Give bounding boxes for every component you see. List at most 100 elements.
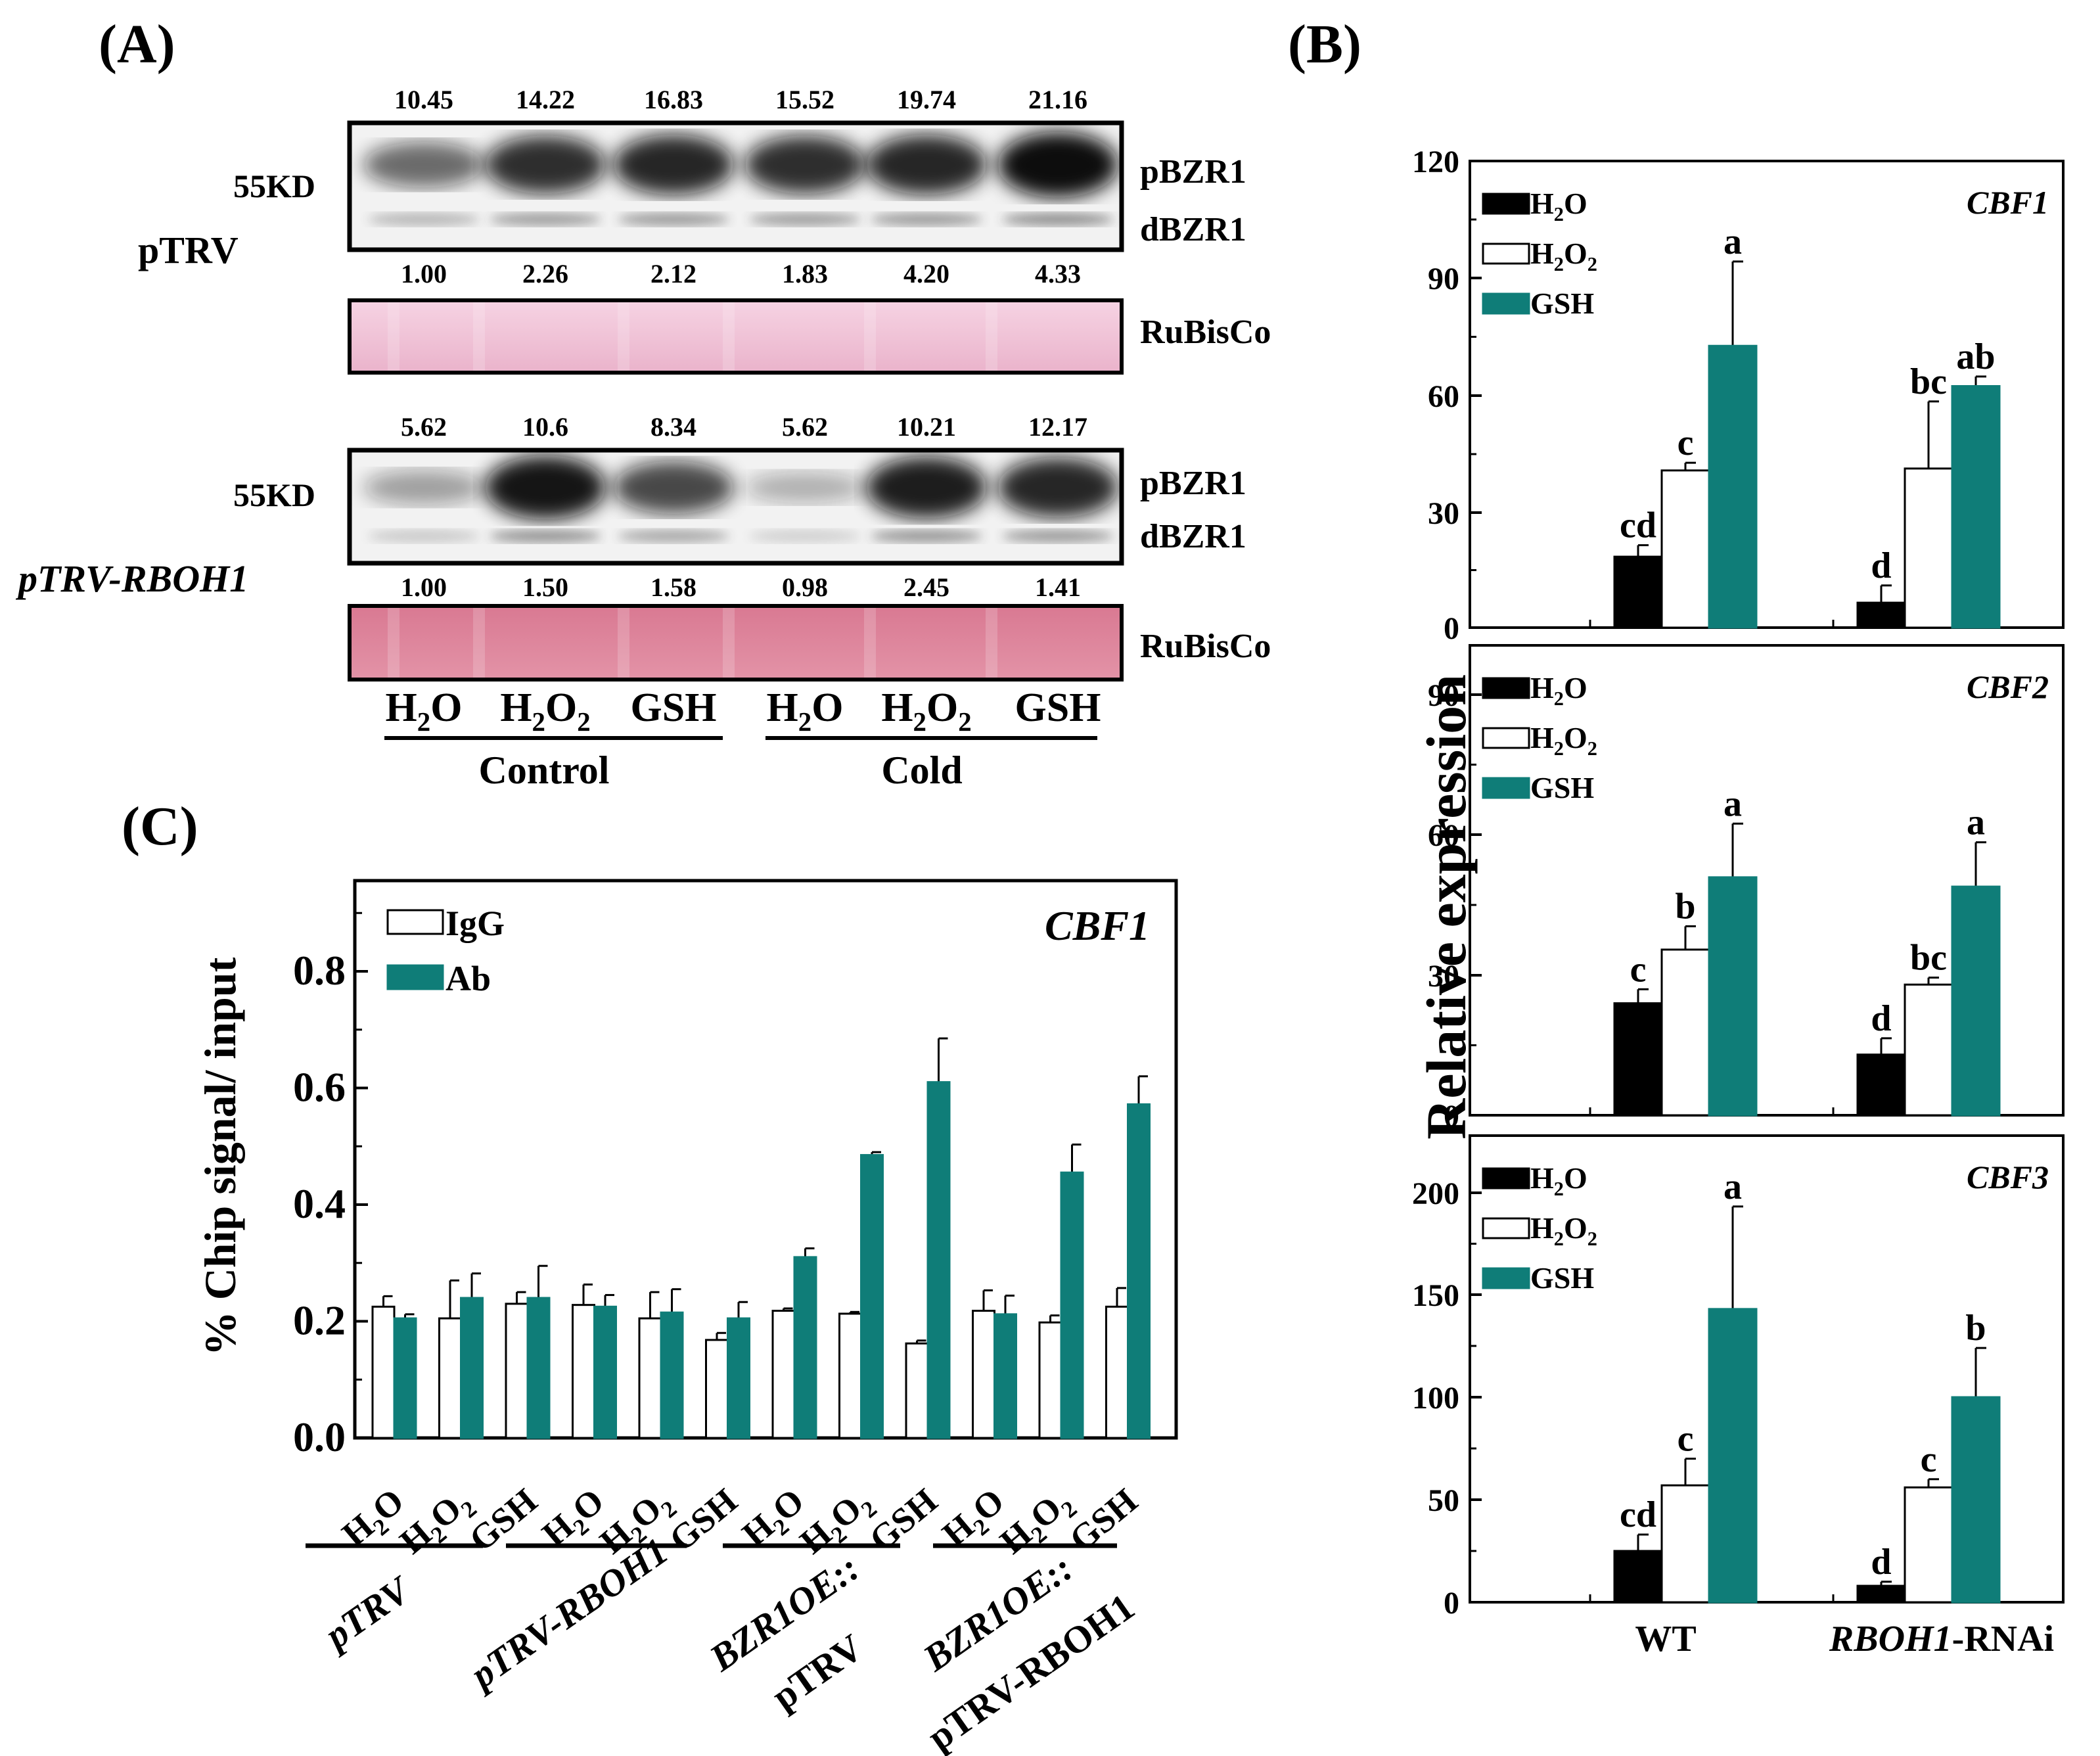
plot-frame	[353, 879, 1178, 1440]
lane-gap	[864, 300, 876, 373]
bar-igg	[705, 1339, 729, 1439]
legend-swatch	[1482, 777, 1530, 799]
y-tick-label: 0.4	[293, 1180, 346, 1227]
bar-gsh	[1708, 344, 1758, 629]
legend-label: Ab	[445, 959, 491, 998]
bar-gsh	[1708, 1308, 1758, 1604]
bar-ab	[926, 1081, 951, 1439]
category-label-wt: WT	[1635, 1619, 1696, 1659]
band-dbzr1	[871, 212, 982, 226]
band-ratio: 1.50	[522, 572, 568, 602]
plot-frame	[1469, 1134, 2065, 1604]
bar-igg	[572, 1304, 595, 1439]
band-pbzr1	[744, 135, 865, 195]
bar-ab	[526, 1297, 551, 1439]
bar-gsh	[1708, 876, 1758, 1117]
band-intensity-top: 21.16	[1028, 85, 1087, 114]
band-label-pbzr1-top: pBZR1	[1140, 153, 1246, 191]
lane-gap	[388, 606, 399, 680]
band-pbzr1	[613, 134, 734, 195]
lane-label: H2O	[386, 685, 463, 737]
panel-b-chart-2: 0 30 60 90 c d b bc a a CBF2 H2O H2O2 GSH	[1428, 644, 2065, 1134]
legend-swatch	[1482, 243, 1530, 265]
y-tick-label: 0	[1444, 1586, 1459, 1621]
marker-label-bottom: 55KD	[233, 476, 315, 513]
lane-label: GSH	[631, 685, 717, 730]
blot-border	[347, 120, 1124, 252]
legend-label: GSH	[1530, 1261, 1594, 1295]
y-tick-label: 100	[1412, 1381, 1459, 1416]
bar-ab	[1127, 1103, 1151, 1439]
blot-ptrv: 10.45 14.22 16.83 15.52 19.74 21.16 1.00 2.26 2.…	[347, 85, 1124, 289]
band-label-pbzr1-bottom: pBZR1	[1140, 465, 1246, 502]
significance-letter: bc	[1910, 361, 1947, 402]
construct-label-ptrv: pTRV	[138, 229, 239, 271]
band-pbzr1	[866, 456, 987, 519]
band-ratio: 1.58	[651, 572, 696, 602]
band-ratio: 4.33	[1035, 259, 1081, 289]
bar-gsh	[1951, 1396, 2001, 1604]
bar-igg	[905, 1342, 929, 1439]
significance-letter: d	[1871, 1542, 1891, 1583]
significance-letter: d	[1871, 545, 1891, 586]
significance-letter: a	[1723, 783, 1742, 824]
bar-h2o	[1613, 1550, 1663, 1604]
bar-igg	[371, 1305, 396, 1439]
bar-h2o2	[1904, 983, 1953, 1117]
band-pbzr1	[744, 472, 865, 503]
band-intensity-top: 5.62	[401, 412, 447, 442]
blot-ptrv-rboh1: 5.62 10.6 8.34 5.62 10.21 12.17 1.00 1.50 1.58 0.…	[347, 412, 1124, 602]
lane-gap	[618, 606, 629, 680]
significance-letter: c	[1678, 1419, 1694, 1460]
band-ratio: 2.26	[522, 259, 568, 289]
group-label: pTRV	[314, 1567, 419, 1659]
lane-gap	[986, 606, 997, 680]
band-dbzr1	[490, 212, 601, 226]
y-tick-label: 60	[1428, 818, 1459, 853]
band-dbzr1	[749, 529, 861, 543]
panel-a-label: (A)	[99, 14, 175, 75]
legend-swatch	[386, 909, 444, 935]
band-intensity-top: 16.83	[644, 85, 703, 114]
bar-h2o2	[1904, 1486, 1953, 1604]
rubisco-border	[348, 604, 1124, 682]
bar-ab	[393, 1317, 417, 1439]
bar-h2o2	[1660, 948, 1710, 1117]
chip-title: CBF1	[1045, 902, 1150, 949]
band-intensity-top: 19.74	[897, 85, 956, 114]
y-tick-label: 50	[1428, 1483, 1459, 1518]
gene-title: CBF3	[1967, 1159, 2049, 1195]
panel-b-ylabel: Relative expression	[1415, 674, 1478, 1140]
bar-h2o	[1856, 1584, 1906, 1604]
loading-label-top: RuBisCo	[1140, 313, 1271, 351]
band-ratio: 0.98	[782, 572, 828, 602]
group-label-control: Control	[479, 749, 610, 792]
y-tick-label: 90	[1428, 262, 1459, 296]
category-label-rboh1-rnai: RBOH1-RNAi	[1829, 1619, 2054, 1659]
band-pbzr1	[997, 131, 1118, 198]
panel-c-ylabel: % Chip signal/ input	[195, 957, 245, 1356]
band-intensity-top: 5.62	[782, 412, 828, 442]
band-intensity-top: 10.21	[897, 412, 956, 442]
construct-label-ptrv-rboh1: pTRV-RBOH1	[15, 557, 248, 600]
significance-letter: cd	[1620, 505, 1656, 546]
y-tick-label: 0	[1444, 611, 1459, 646]
bar-ab	[860, 1154, 884, 1439]
bar-h2o	[1613, 1002, 1663, 1117]
significance-letter: c	[1921, 1439, 1937, 1480]
panel-b-chart-1: 0 30 60 90 120 cd d c bc a ab CBF1 H2O H2O2 GSH	[1412, 145, 2065, 646]
bar-igg	[838, 1312, 862, 1439]
band-pbzr1	[866, 134, 987, 195]
band-ratio: 1.41	[1035, 572, 1081, 602]
legend-label: H2O	[1530, 1161, 1587, 1200]
blot-background	[350, 123, 1122, 250]
band-dbzr1	[618, 212, 729, 226]
band-pbzr1	[613, 461, 734, 514]
bar-ab	[993, 1313, 1017, 1439]
band-label-dbzr1-bottom: dBZR1	[1140, 518, 1246, 555]
legend-swatch	[1482, 727, 1530, 749]
lane-gap	[986, 300, 997, 373]
band-ratio: 1.00	[401, 572, 447, 602]
lane-gap	[723, 606, 735, 680]
lane-label: GSH	[1015, 685, 1101, 730]
